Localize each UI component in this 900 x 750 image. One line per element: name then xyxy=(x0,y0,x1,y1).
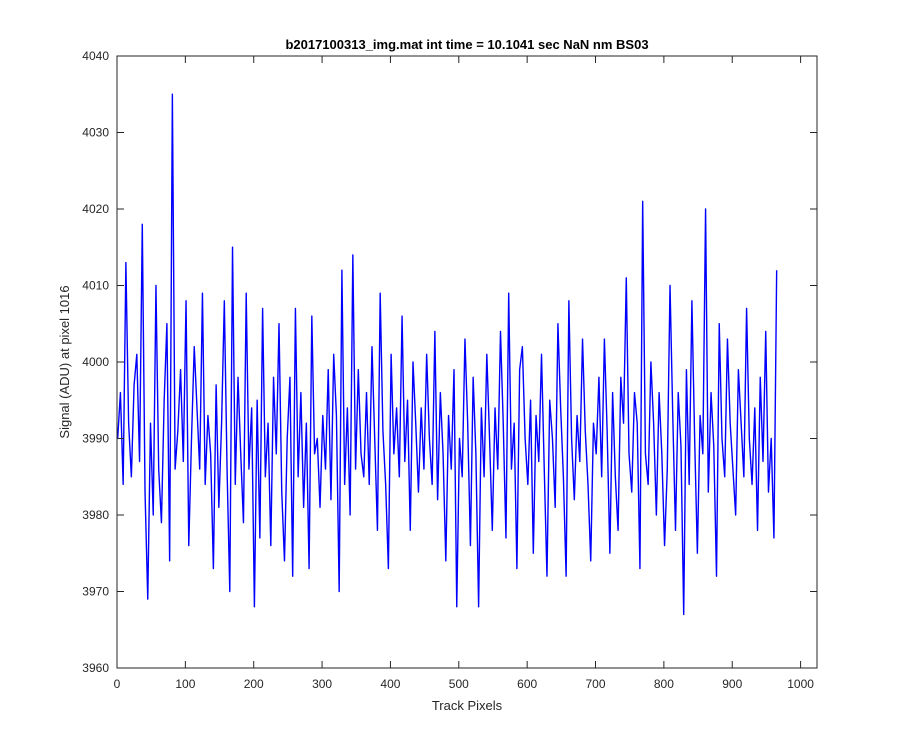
y-axis-label: Signal (ADU) at pixel 1016 xyxy=(57,285,72,438)
chart-title: b2017100313_img.mat int time = 10.1041 s… xyxy=(285,37,648,52)
axes-background xyxy=(117,56,817,668)
y-tick-label: 3980 xyxy=(82,508,109,522)
y-tick-label: 3960 xyxy=(82,661,109,675)
x-tick-label: 600 xyxy=(517,677,537,691)
y-tick-label: 3970 xyxy=(82,585,109,599)
x-tick-label: 300 xyxy=(312,677,332,691)
series-line-1 xyxy=(116,93,778,616)
y-tick-label: 4000 xyxy=(82,355,109,369)
y-tick-label: 4040 xyxy=(82,49,109,63)
y-tick-label: 4020 xyxy=(82,202,109,216)
x-tick-label: 100 xyxy=(175,677,195,691)
x-axis-label: Track Pixels xyxy=(432,698,503,713)
x-tick-label: 0 xyxy=(114,677,121,691)
x-tick-label: 500 xyxy=(449,677,469,691)
x-tick-label: 800 xyxy=(654,677,674,691)
y-tick-label: 4030 xyxy=(82,126,109,140)
y-axis-ticks: 3960 3970 3980 3990 4000 4010 4020 4030 4040 xyxy=(82,49,817,675)
x-tick-label: 200 xyxy=(244,677,264,691)
y-tick-label: 3990 xyxy=(82,432,109,446)
x-tick-label: 700 xyxy=(586,677,606,691)
y-tick-label: 4010 xyxy=(82,279,109,293)
x-tick-label: 400 xyxy=(380,677,400,691)
x-tick-label: 1000 xyxy=(787,677,814,691)
series-layer xyxy=(116,93,778,616)
x-axis-ticks: 0 100 200 300 400 500 600 700 800 900 1000 xyxy=(114,56,814,691)
x-tick-label: 900 xyxy=(722,677,742,691)
